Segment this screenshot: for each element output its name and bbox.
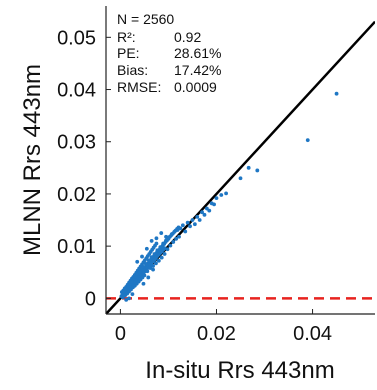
data-point bbox=[141, 265, 146, 269]
data-point bbox=[130, 292, 135, 297]
stat-r2-value: 0.92 bbox=[174, 29, 201, 45]
y-tick-label: 0.03 bbox=[57, 132, 96, 154]
data-point bbox=[177, 234, 181, 239]
data-point bbox=[255, 168, 260, 173]
data-point bbox=[212, 202, 216, 207]
data-point bbox=[178, 226, 183, 231]
data-point bbox=[219, 193, 224, 197]
axes bbox=[105, 6, 375, 315]
data-point bbox=[146, 258, 151, 263]
data-points bbox=[119, 91, 339, 302]
data-point bbox=[183, 229, 188, 234]
data-point bbox=[197, 218, 202, 222]
stat-rmse-value: 0.0009 bbox=[174, 79, 217, 95]
data-point bbox=[152, 252, 157, 256]
stat-pe-value: 28.61% bbox=[174, 45, 221, 61]
data-point bbox=[155, 248, 160, 253]
data-point bbox=[139, 267, 144, 272]
data-point bbox=[165, 247, 170, 252]
tick-labels: 0 0.01 0.02 0.03 0.04 0.05 0 0.02 0.04 bbox=[57, 27, 332, 345]
x-tick-label: 0.02 bbox=[197, 323, 236, 345]
data-point bbox=[140, 254, 144, 259]
stat-r2-label: R²: bbox=[117, 29, 136, 45]
data-point bbox=[156, 258, 161, 263]
data-point bbox=[141, 281, 146, 286]
data-point bbox=[172, 229, 177, 234]
data-point bbox=[149, 255, 154, 259]
data-point bbox=[161, 241, 166, 246]
y-tick-label: 0.04 bbox=[57, 80, 96, 102]
data-point bbox=[154, 261, 158, 266]
data-point bbox=[175, 228, 180, 232]
stat-bias-value: 17.42% bbox=[174, 62, 221, 78]
data-point bbox=[334, 91, 339, 96]
y-tick-label: 0.01 bbox=[57, 236, 96, 258]
data-point bbox=[162, 246, 167, 251]
data-point bbox=[151, 267, 155, 272]
data-point bbox=[180, 223, 185, 228]
data-point bbox=[200, 210, 204, 215]
y-axis-label: MLNN Rrs 443nm bbox=[19, 64, 46, 256]
data-point bbox=[154, 236, 159, 241]
data-point bbox=[164, 238, 168, 243]
y-tick-label: 0.02 bbox=[57, 184, 96, 206]
x-tick-label: 0 bbox=[115, 323, 126, 345]
data-point bbox=[148, 266, 153, 270]
data-point bbox=[164, 234, 168, 239]
data-point bbox=[207, 208, 212, 213]
data-point bbox=[174, 236, 179, 241]
data-point bbox=[159, 231, 164, 235]
stat-n: N = 2560 bbox=[117, 11, 174, 27]
data-point bbox=[142, 273, 147, 278]
data-point bbox=[214, 196, 219, 201]
data-point bbox=[145, 269, 150, 274]
stat-bias-label: Bias: bbox=[117, 62, 148, 78]
x-tick-label: 0.04 bbox=[293, 323, 332, 345]
data-point bbox=[162, 252, 167, 256]
data-point bbox=[122, 289, 127, 294]
data-point bbox=[130, 280, 134, 285]
stat-pe-label: PE: bbox=[117, 45, 140, 61]
data-point bbox=[124, 298, 129, 302]
data-point bbox=[246, 165, 251, 170]
data-point bbox=[202, 212, 207, 217]
data-point bbox=[146, 275, 151, 280]
data-point bbox=[149, 239, 154, 243]
data-point bbox=[171, 240, 176, 244]
plot-area bbox=[106, 20, 375, 314]
data-point bbox=[124, 287, 129, 291]
y-tick-label: 0.05 bbox=[57, 27, 96, 49]
stat-rmse-label: RMSE: bbox=[117, 79, 161, 95]
data-point bbox=[192, 222, 197, 227]
data-point bbox=[190, 218, 195, 222]
data-point bbox=[305, 138, 310, 143]
stats-panel: N = 2560 R²: 0.92 PE: 28.61% Bias: 17.42… bbox=[117, 11, 221, 95]
data-point bbox=[185, 220, 190, 225]
data-point bbox=[188, 224, 192, 229]
data-point bbox=[144, 246, 149, 251]
data-point bbox=[143, 261, 148, 266]
data-point bbox=[195, 215, 200, 219]
data-point bbox=[167, 235, 171, 240]
data-point bbox=[127, 296, 131, 301]
data-point bbox=[169, 232, 174, 237]
data-point bbox=[135, 259, 140, 264]
data-point bbox=[151, 264, 155, 268]
y-tick-label: 0 bbox=[85, 288, 96, 310]
data-point bbox=[154, 241, 159, 246]
data-point bbox=[159, 255, 164, 260]
data-point bbox=[224, 191, 228, 196]
data-point bbox=[168, 243, 173, 248]
data-point bbox=[238, 176, 243, 181]
data-point bbox=[133, 275, 138, 279]
data-point bbox=[158, 245, 163, 250]
x-axis-label: In-situ Rrs 443nm bbox=[145, 357, 334, 384]
